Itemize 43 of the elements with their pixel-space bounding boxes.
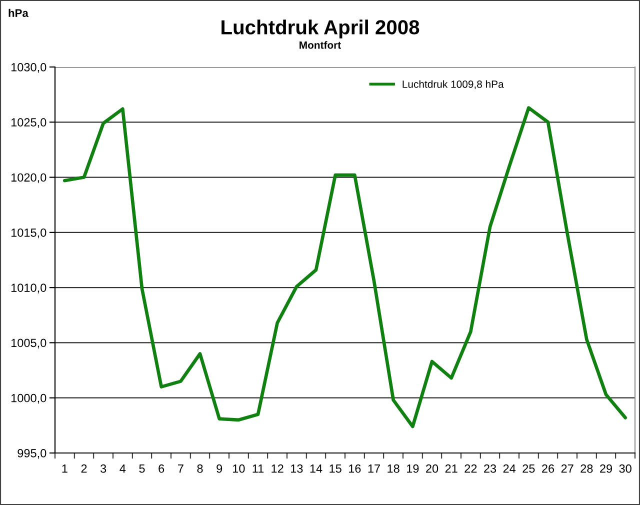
x-tick-label: 10 (233, 464, 245, 473)
x-tick-label: 11 (252, 464, 264, 473)
chart-subtitle: Montfort (300, 41, 341, 49)
x-tick-label: 15 (330, 464, 342, 473)
x-tick-label: 7 (178, 464, 184, 473)
x-tick-label: 5 (139, 464, 145, 473)
y-tick-label: 1000,0 (11, 394, 46, 404)
y-tick-label: 1020,0 (11, 173, 46, 184)
line-series (62, 106, 628, 428)
x-tick-label: 18 (388, 464, 400, 473)
x-tick-label: 25 (522, 464, 535, 473)
y-tick-label: 995,0 (18, 449, 46, 459)
y-tick-label: 1015,0 (11, 228, 46, 238)
x-tick-label: 12 (272, 464, 284, 473)
y-tick-label: 1025,0 (11, 118, 46, 128)
x-tick-label: 28 (580, 464, 593, 473)
x-tick-label: 14 (310, 464, 322, 473)
y-tick-label: 1010,0 (11, 284, 46, 294)
x-tick-label: 26 (542, 464, 554, 473)
y-axis-title: hPa (8, 8, 28, 17)
x-tick-label: 24 (503, 464, 516, 473)
x-tick-label: 16 (349, 464, 361, 473)
x-tick-label: 30 (619, 464, 632, 473)
x-tick-label: 19 (407, 464, 419, 473)
x-tick-label: 20 (426, 464, 438, 473)
x-tick-label: 21 (445, 464, 458, 473)
x-tick-label: 6 (158, 464, 164, 473)
legend-label: Luchtdruk 1009,8 hPa (402, 80, 504, 90)
x-tick-label: 1 (62, 464, 68, 473)
x-tick-label: 4 (120, 464, 126, 473)
x-tick-label: 13 (291, 464, 303, 473)
x-tick-label: 23 (484, 464, 496, 473)
y-tick-label: 1005,0 (11, 338, 46, 349)
x-tick-label: 8 (197, 464, 203, 473)
x-tick-label: 3 (100, 464, 106, 473)
y-tick-label: 1030,0 (11, 63, 46, 73)
x-tick-label: 2 (81, 464, 87, 473)
x-tick-label: 17 (368, 464, 380, 473)
x-tick-label: 27 (561, 464, 574, 473)
chart-title: Luchtdruk April 2008 (222, 20, 420, 38)
x-tick-label: 9 (216, 464, 222, 473)
x-tick-label: 22 (464, 464, 477, 473)
x-tick-label: 29 (600, 464, 612, 473)
